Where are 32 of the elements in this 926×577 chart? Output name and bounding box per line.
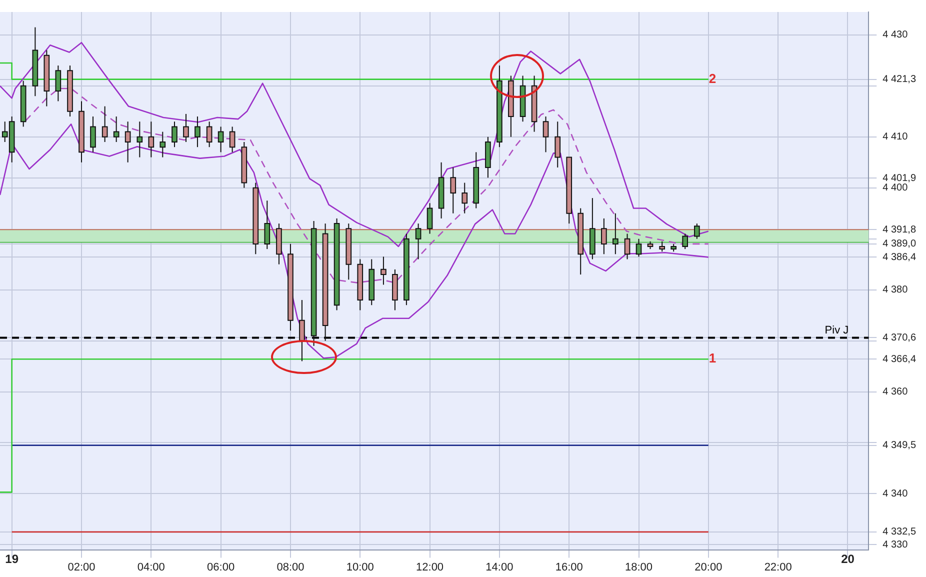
y-tick-label: 4 400 xyxy=(882,182,908,194)
y-tick-label: 4 370,6 xyxy=(882,332,916,344)
y-tick-label: 4 349,5 xyxy=(882,440,916,452)
x-tick-label: 10:00 xyxy=(346,561,374,574)
y-tick-label: 4 330 xyxy=(882,539,908,550)
annotation: 1 xyxy=(708,350,716,366)
y-tick-label: 4 389,0 xyxy=(882,238,916,250)
y-tick-label: 4 340 xyxy=(882,488,908,500)
x-tick-label: 08:00 xyxy=(276,561,304,574)
x-tick-label: 22:00 xyxy=(764,561,792,574)
text: 20 xyxy=(841,552,855,566)
y-tick-label: 4 332,5 xyxy=(882,526,916,538)
x-tick-label: 02:00 xyxy=(68,561,96,574)
y-tick-label: 4 380 xyxy=(882,284,908,296)
x-tick-label: 20:00 xyxy=(694,561,722,574)
x-tick-label: 06:00 xyxy=(207,561,235,574)
x-tick-label: 14:00 xyxy=(486,561,514,574)
y-tick-label: 4 430 xyxy=(882,30,908,41)
ref-line-label: Piv J xyxy=(824,324,849,336)
annotation: 2 xyxy=(708,70,716,86)
y-tick-label: 4 410 xyxy=(882,132,908,143)
y-tick-label: 4 360 xyxy=(882,386,908,398)
y-tick-label: 4 391,8 xyxy=(882,224,916,236)
x-tick-label: 12:00 xyxy=(416,561,444,574)
y-tick-label: 4 366,4 xyxy=(882,354,916,365)
x-tick-label: 04:00 xyxy=(137,561,165,574)
text: 19 xyxy=(5,552,19,566)
x-tick-label: 18:00 xyxy=(625,561,653,574)
y-tick-label: 4 421,3 xyxy=(882,74,916,86)
y-tick-label: 4 401,9 xyxy=(882,172,916,184)
y-tick-label: 4 386,4 xyxy=(882,252,916,263)
x-tick-label: 16:00 xyxy=(555,561,583,574)
